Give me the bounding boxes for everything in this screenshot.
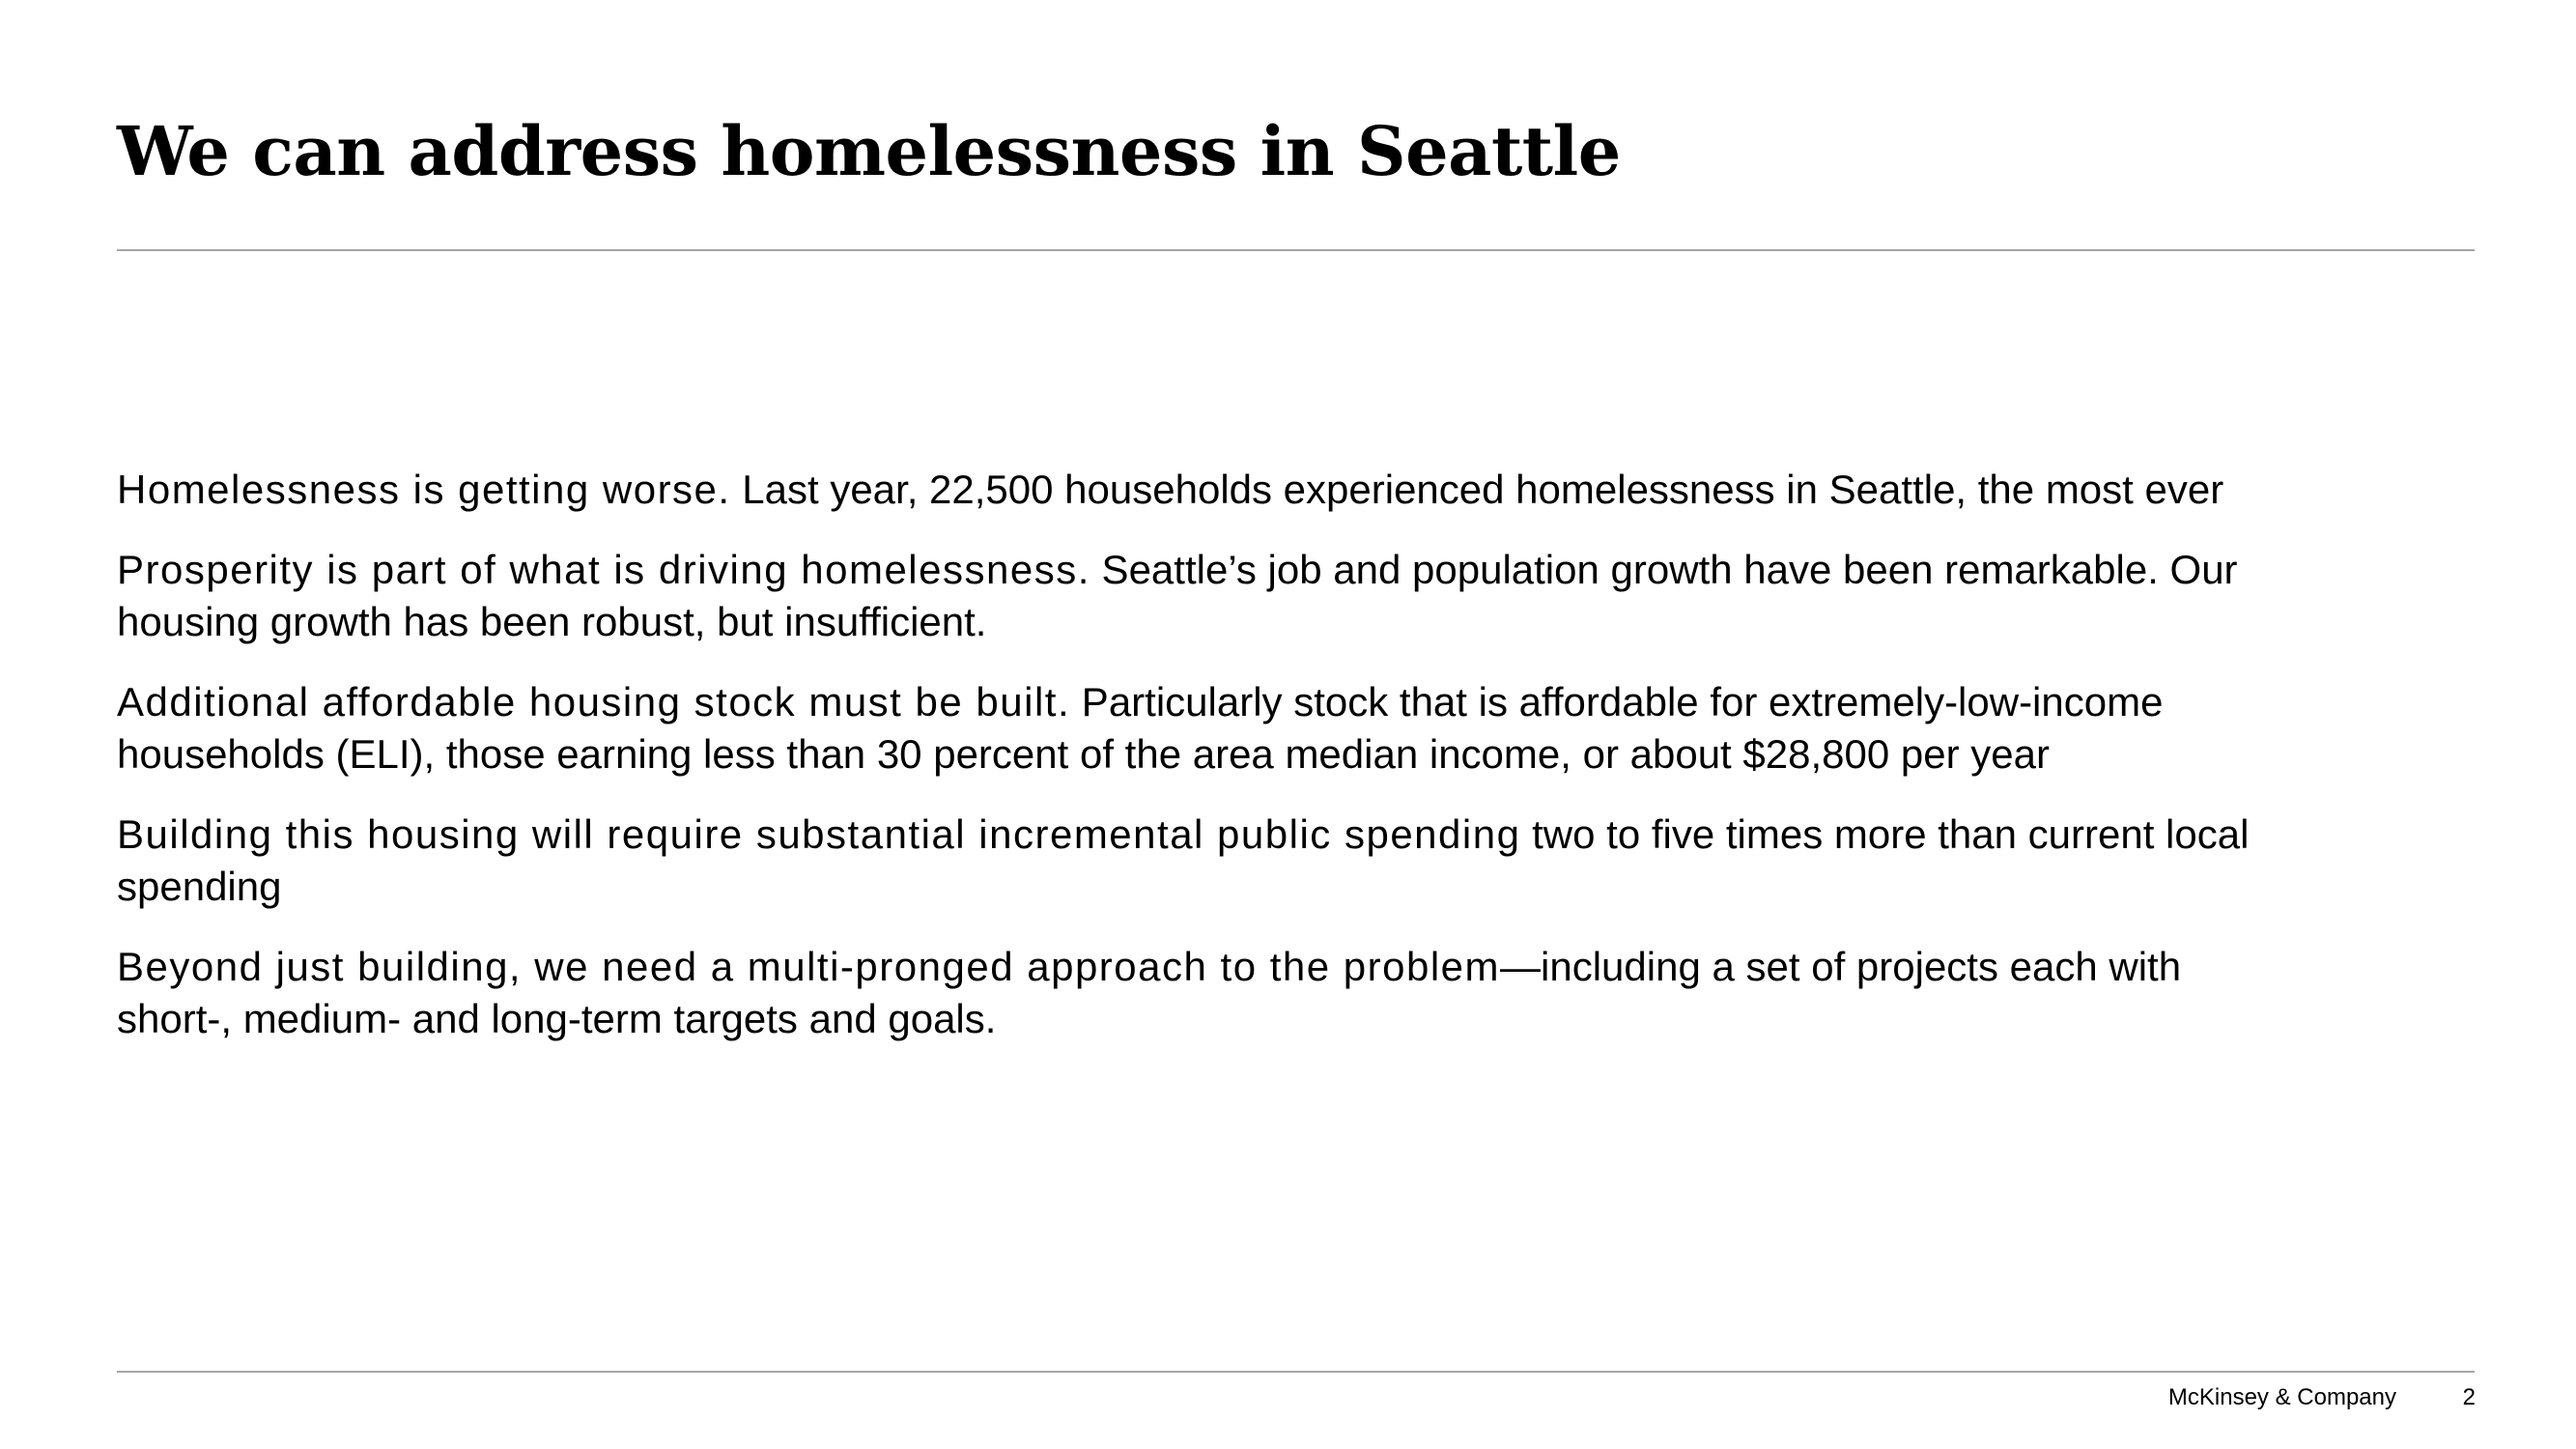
key-point: Prosperity is part of what is driving ho… (117, 544, 2261, 648)
key-point: Beyond just building, we need a multi-pr… (117, 941, 2261, 1045)
key-point-lead: Additional affordable housing stock must… (117, 679, 1071, 724)
key-point: Additional affordable housing stock must… (117, 676, 2261, 781)
key-points: Homelessness is getting worse. Last year… (117, 464, 2261, 1073)
key-point-body: Seattle’s job and population growth have… (117, 547, 2238, 644)
key-point-body: Last year, 22,500 households experienced… (730, 467, 2224, 512)
footer-divider (117, 1371, 2475, 1373)
key-point-lead: Beyond just building, we need a multi-pr… (117, 944, 1501, 989)
key-point-body: two to five times more than current loca… (117, 811, 2250, 909)
footer-brand: McKinsey & Company (2167, 1384, 2396, 1410)
key-point-body: —including a set of projects each with s… (117, 944, 2182, 1041)
key-point-lead: Building this housing will require subst… (117, 811, 1521, 857)
key-point: Homelessness is getting worse. Last year… (117, 464, 2261, 516)
title-divider (117, 249, 2475, 251)
key-point-lead: Prosperity is part of what is driving ho… (117, 547, 1090, 592)
slide-title: We can address homelessness in Seattle (117, 111, 1621, 191)
key-point-lead: Homelessness is getting worse. (117, 467, 731, 512)
key-point-body: Particularly stock that is affordable fo… (117, 679, 2164, 777)
page-number: 2 (2462, 1384, 2476, 1410)
key-point: Building this housing will require subst… (117, 809, 2261, 913)
